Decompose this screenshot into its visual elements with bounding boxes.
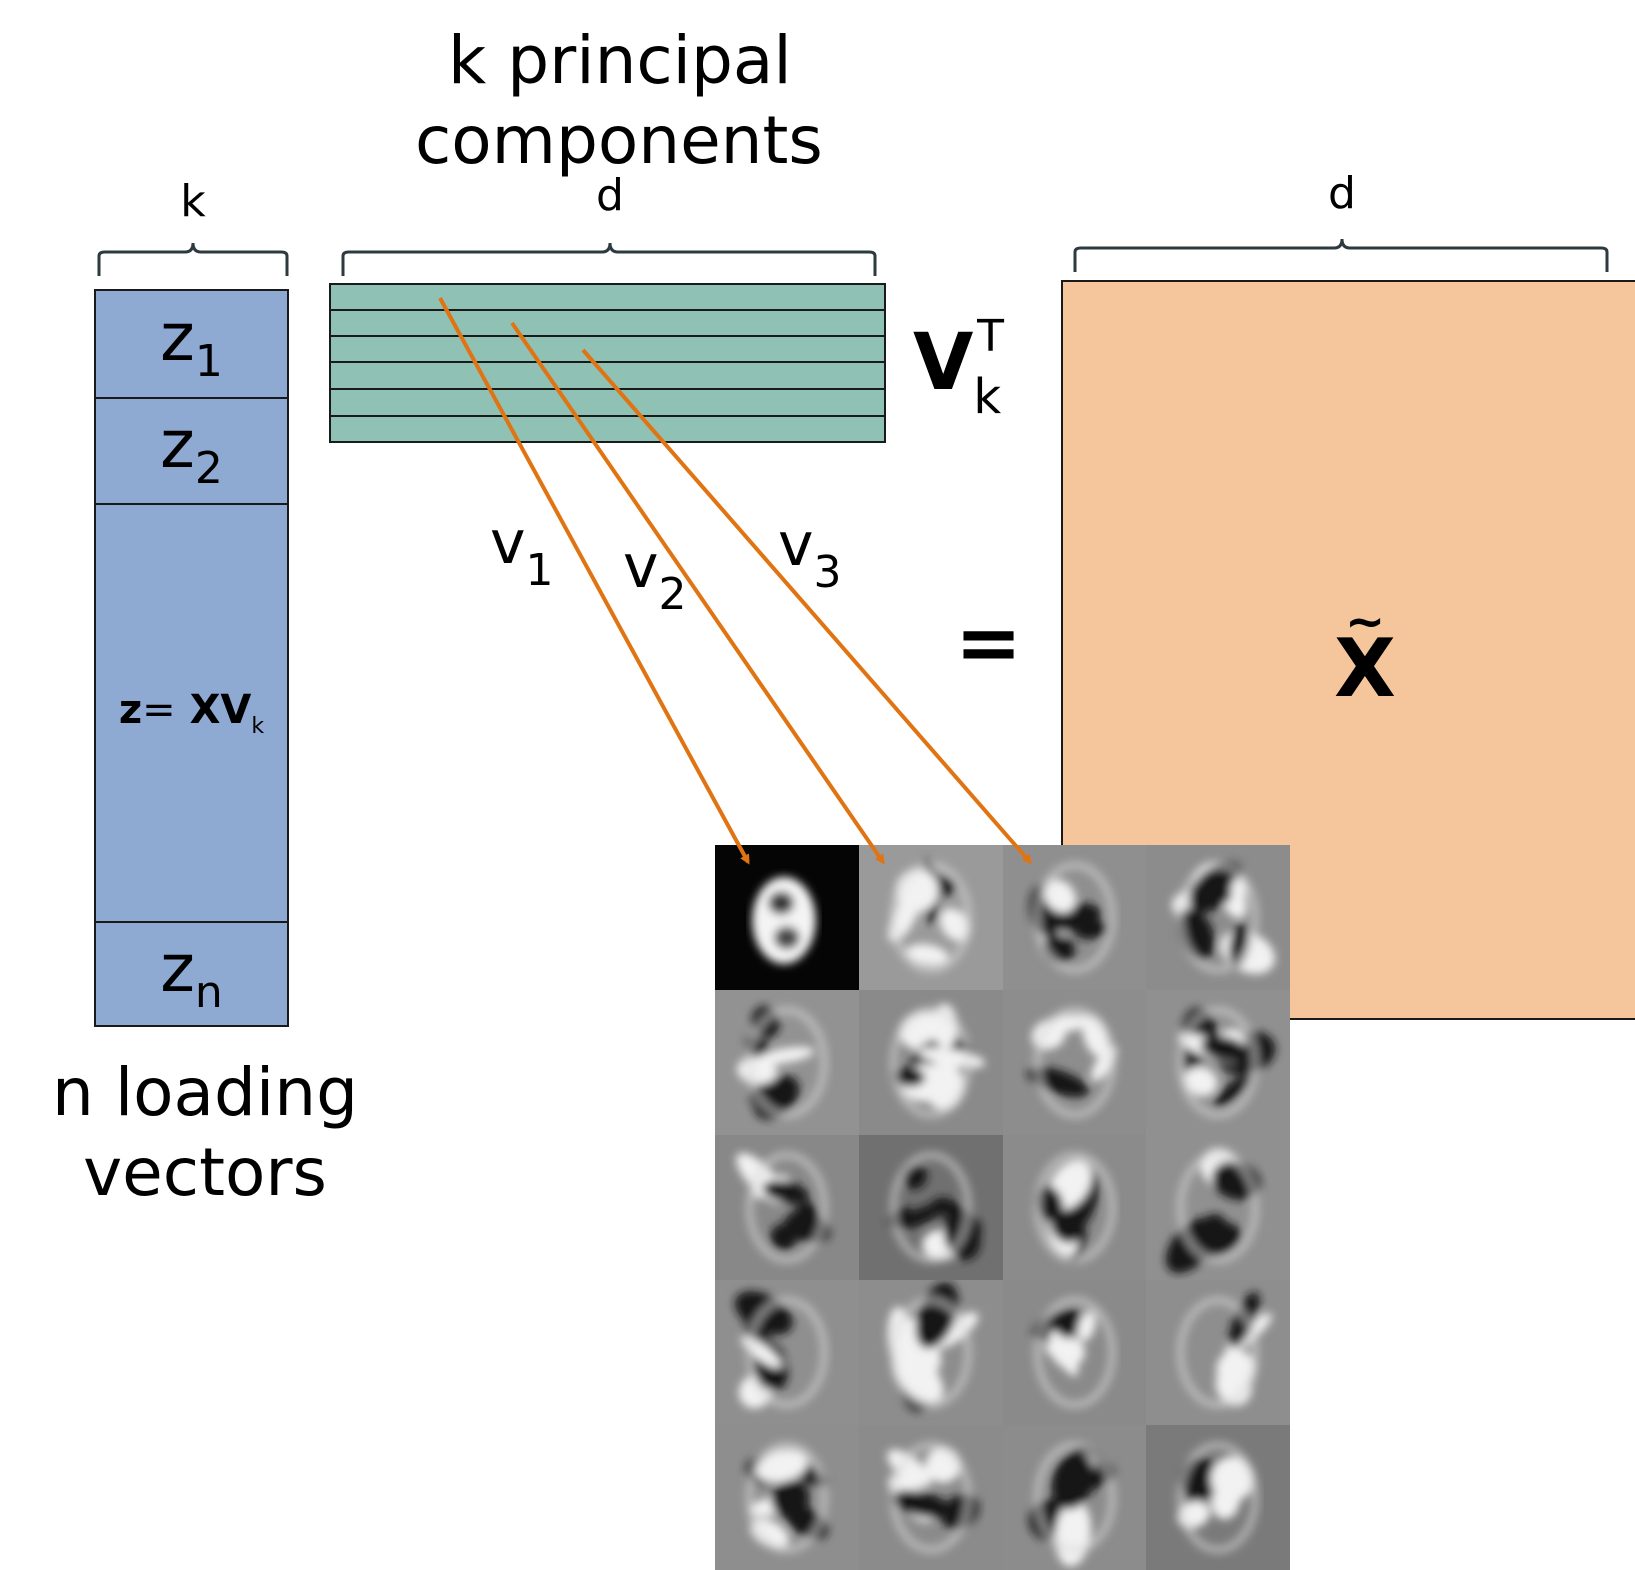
eigen-digit-cell [715, 990, 859, 1135]
eigen-digit-cell [715, 1280, 859, 1425]
eigen-digit-cell [715, 845, 859, 990]
v-row-divider [331, 388, 884, 390]
eigen-digit-cell [1002, 990, 1147, 1135]
eigen-digit-cell [858, 990, 1003, 1135]
eigen-digit-cell [858, 1425, 1003, 1570]
eigen-digit-grid [715, 845, 1290, 1570]
z1-symbol: z1 [160, 298, 223, 387]
principal-components-title-line2: components [415, 102, 823, 179]
v-row-divider [331, 335, 884, 337]
x-width-brace [1073, 238, 1609, 272]
zn-symbol: zn [160, 929, 223, 1018]
x-width-label: d [1328, 168, 1356, 219]
eigen-digit-cell [1002, 1425, 1147, 1570]
eigen-digit-cell [715, 1135, 859, 1280]
eigen-digit-cell [1002, 1135, 1147, 1280]
v-row-divider [331, 415, 884, 417]
v-matrix [329, 283, 886, 443]
z-width-label: k [180, 176, 206, 227]
eigen-digit-cell [1146, 1425, 1290, 1570]
v3-arrow [581, 348, 1032, 865]
eigen-digit-cell [858, 1135, 1003, 1280]
z-width-brace [97, 242, 289, 276]
principal-components-title-line1: k principal [448, 22, 792, 99]
z-row-n: zn [96, 923, 287, 1027]
v-width-brace [341, 242, 877, 276]
z-formula: z= XVk [118, 687, 265, 739]
v-width-label: d [596, 170, 624, 221]
eigen-digit-cell [858, 845, 1003, 990]
eigen-digit-cell [1002, 1280, 1147, 1425]
eigen-digit-cell [858, 1280, 1003, 1425]
eigen-digit-cell [1146, 1135, 1290, 1280]
v-row-divider [331, 361, 884, 363]
loading-vectors-caption-line2: vectors [83, 1134, 327, 1211]
z-row-1: z1 [96, 291, 287, 399]
v3-label: v3 [778, 510, 842, 598]
eigen-digit-cell [715, 1425, 859, 1570]
v2-label: v2 [623, 532, 687, 620]
equals-sign: = [955, 596, 1023, 689]
eigen-digit-cell [1146, 1280, 1290, 1425]
v2-arrow [510, 321, 885, 865]
z-row-2: z2 [96, 399, 287, 505]
eigen-digit-cell [1002, 845, 1147, 990]
z2-symbol: z2 [160, 405, 223, 494]
eigen-digit-cell [1146, 845, 1290, 990]
x-tilde-accent: ~ [1345, 594, 1386, 650]
loading-vectors-caption-line1: n loading [52, 1054, 358, 1131]
v1-arrow [438, 297, 750, 865]
v-row-divider [331, 309, 884, 311]
vk-transpose-label: VkT [913, 311, 1005, 425]
z-formula-row: z= XVk [96, 505, 287, 923]
z-matrix: z1 z2 z= XVk zn [94, 289, 289, 1027]
v1-label: v1 [490, 508, 554, 596]
eigen-digit-cell [1146, 990, 1290, 1135]
x-tilde-label: X [1334, 622, 1396, 715]
